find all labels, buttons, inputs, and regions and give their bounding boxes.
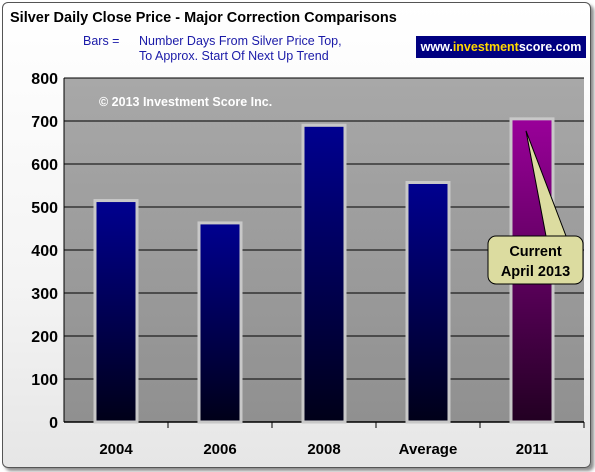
chart-svg: Silver Daily Close Price - Major Correct… <box>10 10 585 458</box>
y-tick-label: 700 <box>31 114 58 131</box>
x-tick-label: 2006 <box>203 441 236 458</box>
callout-text: Current <box>509 244 562 260</box>
chart-frame: Silver Daily Close Price - Major Correct… <box>2 2 591 468</box>
chart-title: Silver Daily Close Price - Major Correct… <box>10 10 397 26</box>
y-tick-label: 100 <box>31 372 58 389</box>
x-tick-label: Average <box>399 441 458 458</box>
y-tick-label: 800 <box>31 71 58 88</box>
y-tick-label: 200 <box>31 329 58 346</box>
y-tick-label: 300 <box>31 286 58 303</box>
watermark-prefix: www. <box>420 40 453 54</box>
bar <box>197 221 243 424</box>
subtitle-line-2: To Approx. Start Of Next Up Trend <box>139 49 329 63</box>
x-tick-label: 2004 <box>99 441 133 458</box>
y-tick-label: 0 <box>49 415 58 432</box>
bar <box>301 123 347 424</box>
x-tick-label: 2011 <box>516 441 549 458</box>
subtitle-line-1: Number Days From Silver Price Top, <box>139 34 342 48</box>
watermark-suffix: score.com <box>518 40 582 54</box>
plot-area: 0 100 200 300 400 500 600 700 800 2004 2006 2008 Ave… <box>31 71 585 458</box>
site-watermark: www.investmentscore.com <box>416 36 586 58</box>
y-tick-label: 400 <box>31 243 58 260</box>
callout-box <box>487 235 584 285</box>
bar <box>405 180 451 424</box>
y-tick-label: 500 <box>31 200 58 217</box>
watermark-highlight: investment <box>452 40 519 54</box>
callout-text: April 2013 <box>501 264 570 280</box>
x-tick-label: 2008 <box>307 441 340 458</box>
subtitle-prefix: Bars = <box>83 34 119 48</box>
y-tick-label: 600 <box>31 157 58 174</box>
bar <box>93 199 139 424</box>
copyright-text: © 2013 Investment Score Inc. <box>99 95 272 109</box>
